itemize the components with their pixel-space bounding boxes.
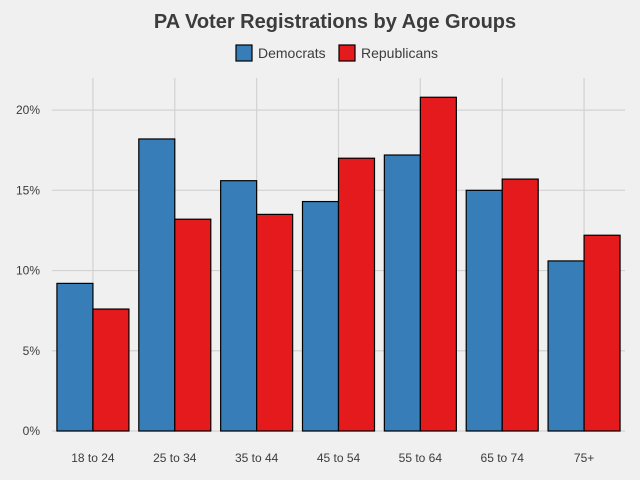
bar-democrats (56, 282, 94, 432)
bar-democrats (138, 138, 176, 432)
legend-swatch-republicans (338, 44, 356, 62)
legend-label-republicans: Republicans (361, 45, 438, 61)
bar-democrats (383, 154, 421, 432)
bar-republicans (583, 234, 621, 432)
y-tick-label: 0% (23, 424, 41, 438)
bar-democrats (547, 260, 585, 432)
y-tick-label: 15% (16, 183, 40, 197)
x-tick-label: 25 to 34 (153, 451, 197, 465)
x-tick-label: 18 to 24 (71, 451, 115, 465)
bar-democrats (465, 189, 503, 432)
bar-republicans (337, 157, 376, 432)
bars (56, 96, 621, 432)
chart-title: PA Voter Registrations by Age Groups (154, 11, 516, 33)
bar-republicans (419, 96, 457, 432)
x-tick-label: 45 to 54 (317, 451, 361, 465)
x-tick-label: 75+ (574, 451, 594, 465)
x-axis-ticks: 18 to 24 25 to 34 35 to 44 45 to 54 55 to 64… (71, 451, 594, 465)
y-tick-label: 10% (16, 264, 40, 278)
bar-republicans (256, 213, 294, 432)
legend: Democrats Republicans (235, 44, 438, 62)
x-tick-label: 65 to 74 (481, 451, 525, 465)
y-axis-ticks: 0% 5% 10% 15% 20% (16, 103, 40, 438)
bar-democrats (301, 200, 340, 432)
bar-republicans (174, 218, 212, 432)
y-tick-label: 5% (23, 344, 41, 358)
bar-republicans (501, 178, 539, 432)
legend-label-democrats: Democrats (258, 45, 326, 61)
legend-swatch-democrats (235, 44, 253, 62)
x-tick-label: 35 to 44 (235, 451, 279, 465)
bar-democrats (220, 180, 258, 432)
bar-republicans (92, 308, 130, 432)
y-tick-label: 20% (16, 103, 40, 117)
x-tick-label: 55 to 64 (399, 451, 443, 465)
